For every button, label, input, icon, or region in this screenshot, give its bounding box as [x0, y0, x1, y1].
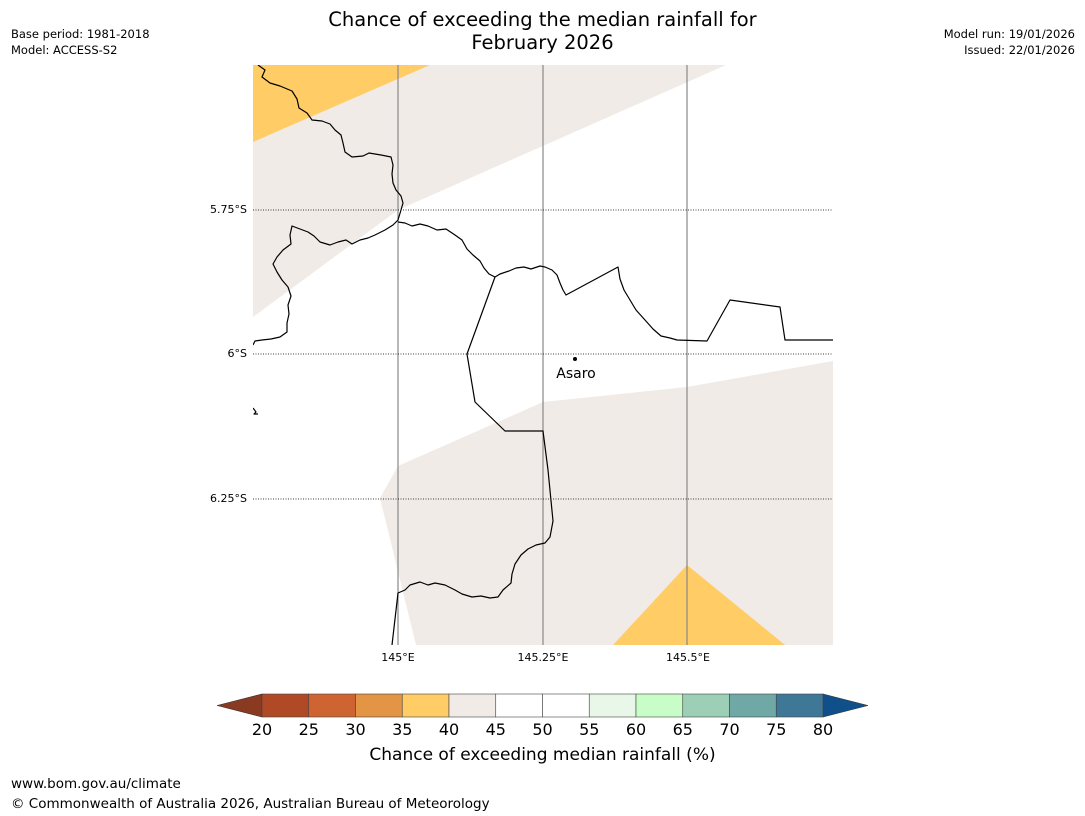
- colorbar-tick-50: 50: [532, 720, 552, 739]
- probability-zone-40-45-north: [253, 65, 726, 317]
- map-title: Chance of exceeding the median rainfall …: [0, 8, 1085, 54]
- colorbar-tick-80: 80: [813, 720, 833, 739]
- title-line-2: February 2026: [471, 31, 614, 54]
- colorbar-tick-30: 30: [345, 720, 365, 739]
- colorbar-segment-65-70: [682, 693, 730, 718]
- footer-copyright: © Commonwealth of Australia 2026, Austra…: [11, 796, 490, 812]
- colorbar-segment-45-50: [495, 693, 543, 718]
- colorbar-tick-35: 35: [392, 720, 412, 739]
- colorbar-tick-20: 20: [252, 720, 272, 739]
- base-period-text: Base period: 1981-2018: [11, 27, 150, 41]
- lon-label-145-25e: 145.25°E: [518, 651, 569, 664]
- colorbar-tick-25: 25: [299, 720, 319, 739]
- colorbar-tick-70: 70: [719, 720, 739, 739]
- border-west: [253, 65, 404, 346]
- colorbar-segment-50-55: [542, 693, 590, 718]
- colorbar-tick-55: 55: [579, 720, 599, 739]
- header-meta-left: Base period: 1981-2018 Model: ACCESS-S2: [11, 26, 150, 58]
- probability-zone-35-40-south: [613, 565, 785, 645]
- colorbar-tick-65: 65: [673, 720, 693, 739]
- colorbar-segment-55-60: [588, 693, 637, 718]
- colorbar-tick-45: 45: [486, 720, 506, 739]
- colorbar-segment-60-65: [635, 693, 684, 718]
- lat-label-6-25s: 6.25°S: [210, 492, 247, 505]
- colorbar-segment-20-25: [261, 693, 310, 718]
- border-southern-highlands: [391, 276, 554, 645]
- model-run-text: Model run: 19/01/2026: [943, 27, 1075, 41]
- border-central: [397, 221, 833, 342]
- border-fragment: [253, 407, 258, 415]
- asaro-marker: [573, 357, 577, 361]
- colorbar-extend-low: [216, 693, 263, 718]
- probability-zone-35-40-northwest: [253, 65, 430, 142]
- model-text: Model: ACCESS-S2: [11, 43, 118, 57]
- colorbar-segment-75-80: [775, 693, 824, 718]
- colorbar-extend-high: [822, 693, 869, 718]
- colorbar-segment-35-40: [401, 693, 450, 718]
- footer: www.bom.gov.au/climate © Commonwealth of…: [11, 774, 490, 814]
- colorbar-tick-40: 40: [439, 720, 459, 739]
- map-panel: [253, 65, 833, 645]
- colorbar: 20 25 30 35 40 45 50 55 60 65 70 75 80: [216, 693, 869, 739]
- footer-url[interactable]: www.bom.gov.au/climate: [11, 776, 181, 792]
- title-line-1: Chance of exceeding the median rainfall …: [328, 8, 757, 31]
- header-meta-right: Model run: 19/01/2026 Issued: 22/01/2026: [944, 26, 1075, 58]
- issued-text: Issued: 22/01/2026: [964, 43, 1075, 57]
- colorbar-segment-40-45: [448, 693, 497, 718]
- colorbar-segment-25-30: [308, 693, 356, 718]
- lon-label-145-5e: 145.5°E: [666, 651, 710, 664]
- colorbar-tick-75: 75: [766, 720, 786, 739]
- province-borders: [253, 65, 833, 645]
- town-label-asaro: Asaro: [556, 366, 595, 382]
- lat-label-5-75s: 5.75°S: [210, 203, 247, 216]
- colorbar-title: Chance of exceeding median rainfall (%): [369, 745, 716, 765]
- colorbar-segment-70-75: [729, 693, 777, 718]
- colorbar-tick-60: 60: [626, 720, 646, 739]
- lon-label-145e: 145°E: [381, 651, 414, 664]
- probability-zone-40-45-south: [380, 361, 833, 645]
- lat-label-6s: 6°S: [228, 347, 247, 360]
- colorbar-segment-30-35: [355, 693, 403, 718]
